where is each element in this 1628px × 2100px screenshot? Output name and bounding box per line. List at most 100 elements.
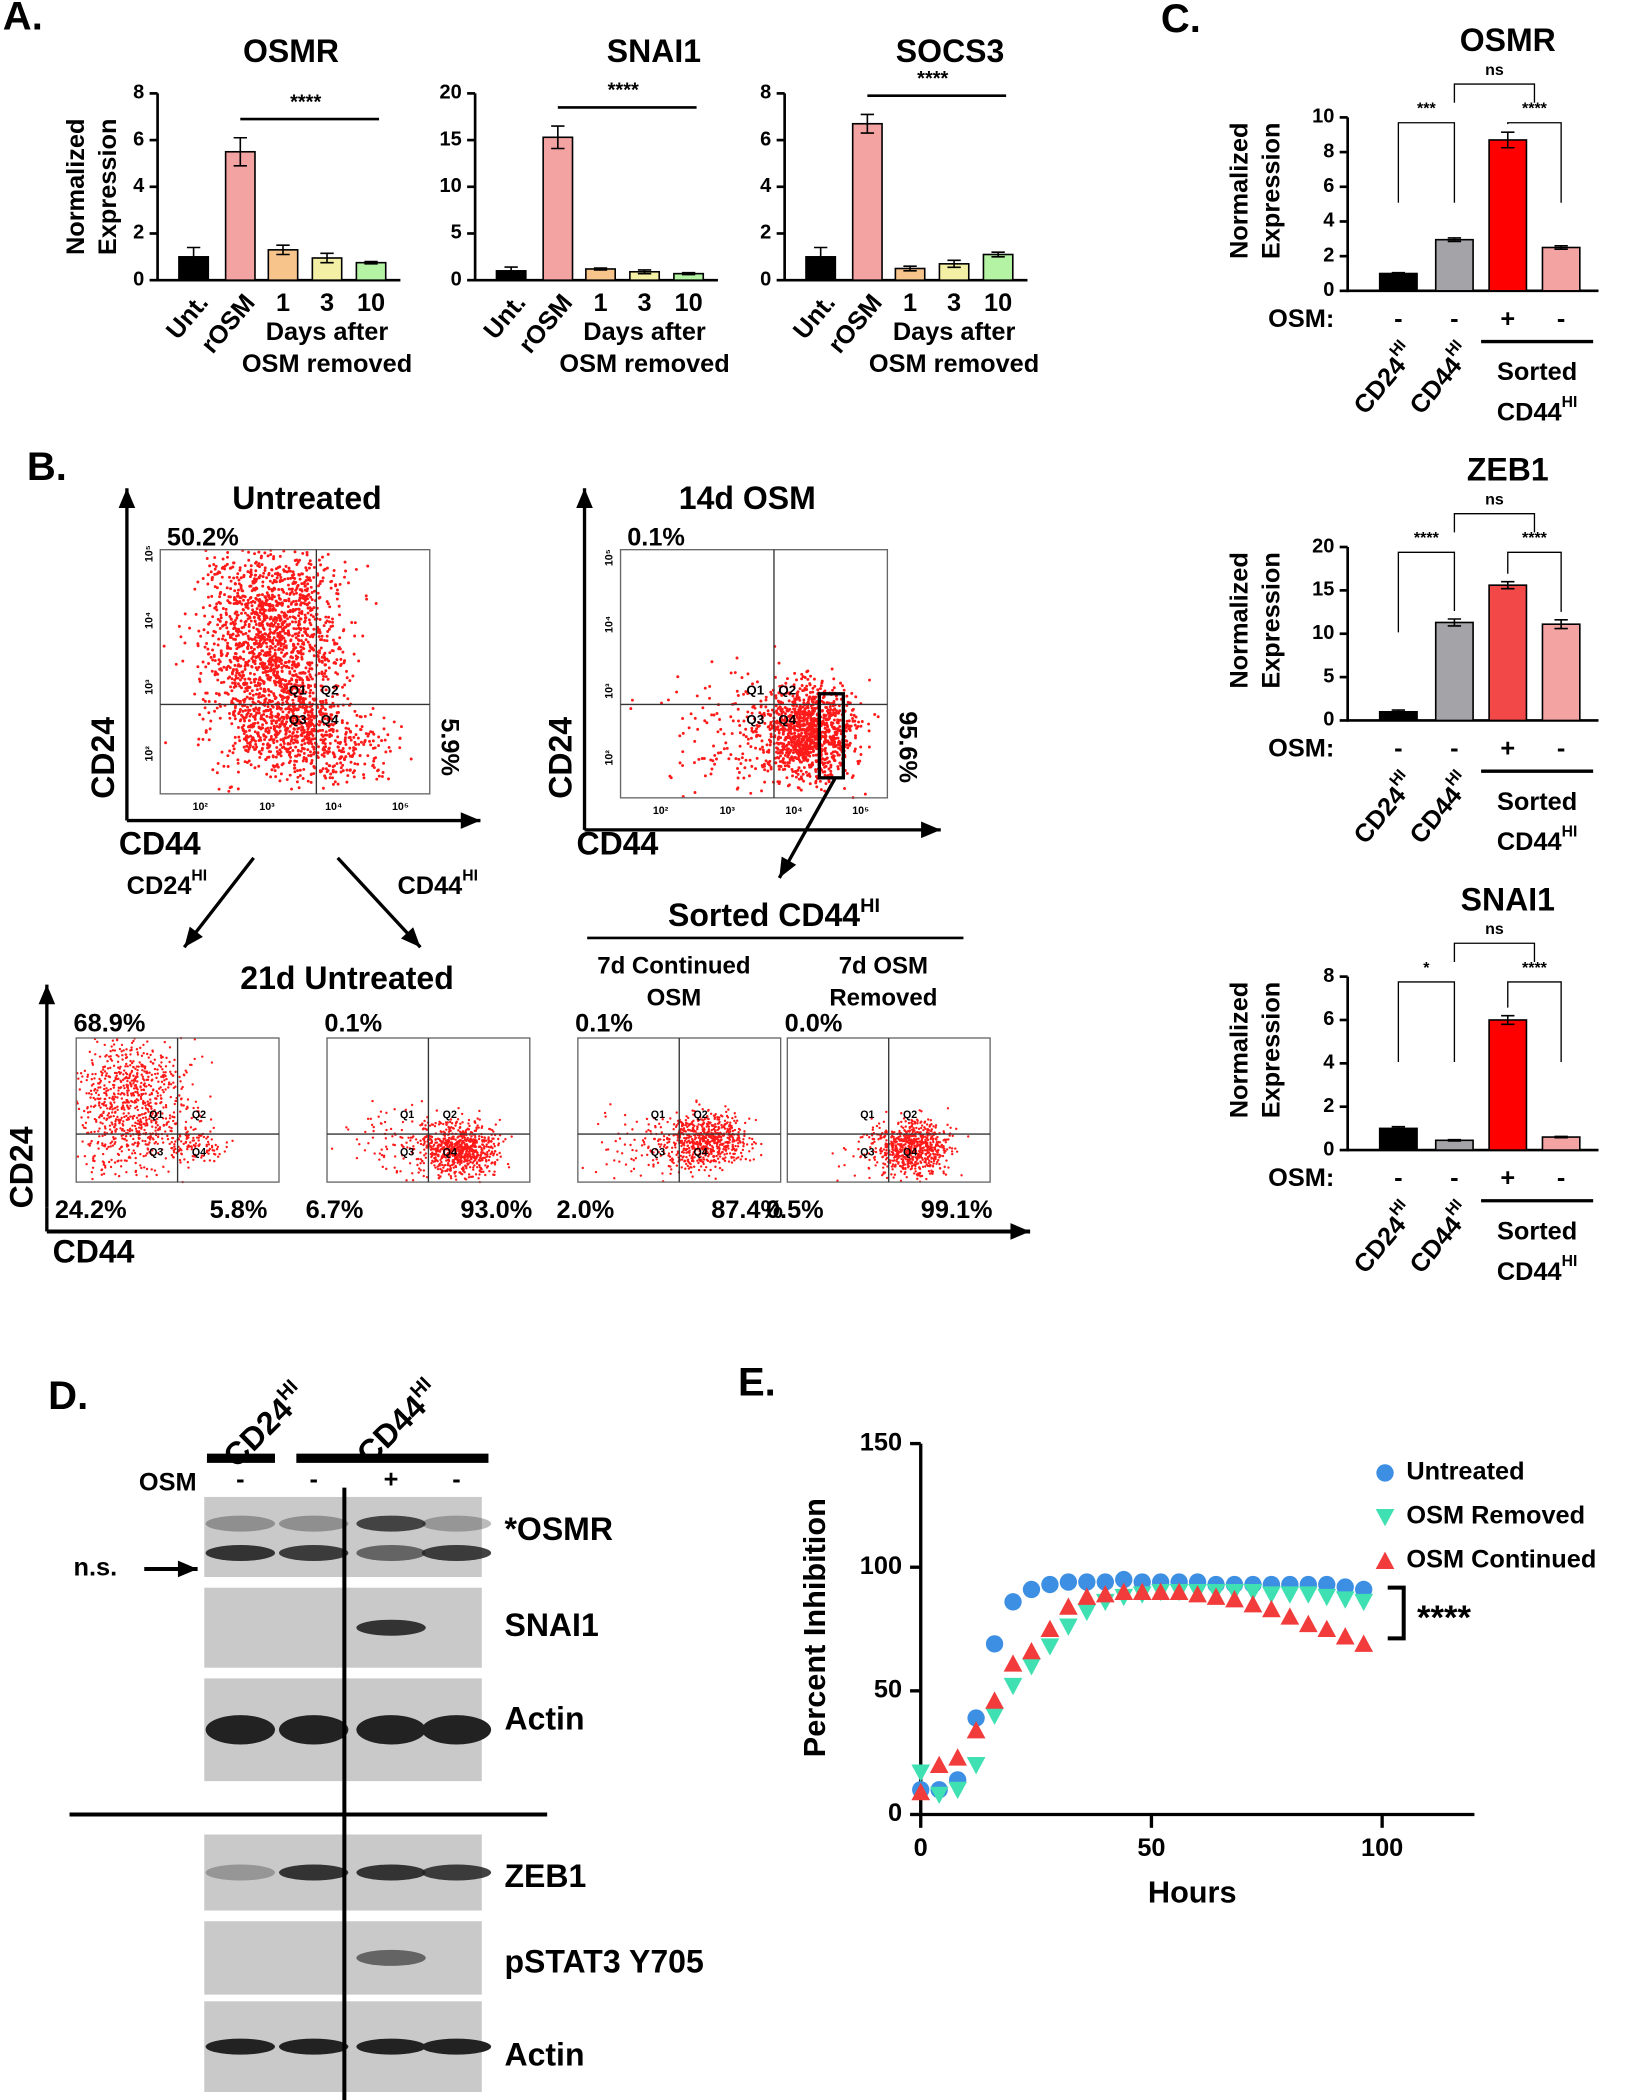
event-dot (253, 612, 257, 616)
event-dot (832, 725, 836, 729)
event-dot (228, 712, 231, 715)
event-dot (348, 746, 352, 750)
event-dot (793, 743, 796, 747)
event-dot (255, 642, 259, 646)
event-dot (735, 689, 739, 693)
event-dot (319, 713, 323, 717)
event-dot (268, 617, 272, 621)
event-dot (336, 735, 340, 739)
event-dot (262, 734, 266, 738)
event-dot (268, 650, 272, 654)
event-dot (371, 764, 375, 768)
event-dot (100, 1168, 104, 1171)
event-dot (309, 609, 312, 612)
event-dot (258, 601, 262, 605)
event-dot (293, 550, 297, 554)
event-dot (768, 743, 772, 747)
event-dot (210, 594, 214, 598)
event-dot (233, 663, 237, 667)
event-dot (134, 1121, 137, 1125)
treatment-sign: - (1557, 734, 1565, 762)
event-dot (178, 1094, 181, 1097)
event-dot (258, 611, 262, 614)
event-dot (737, 757, 741, 761)
event-dot (259, 752, 263, 756)
event-dot (288, 679, 292, 683)
event-dot (289, 602, 293, 606)
event-dot (749, 736, 753, 740)
event-dot (675, 690, 679, 694)
event-dot (133, 1114, 136, 1118)
event-dot (270, 595, 274, 599)
event-dot (101, 1152, 105, 1156)
event-dot (826, 708, 830, 712)
event-dot (823, 749, 827, 753)
event-dot (208, 727, 212, 731)
point (966, 1721, 986, 1739)
event-dot (293, 577, 297, 580)
event-dot (269, 666, 273, 670)
event-dot (170, 1146, 173, 1150)
event-dot (167, 1081, 171, 1084)
point (1225, 1590, 1244, 1608)
event-dot (340, 721, 344, 725)
event-dot (845, 719, 849, 723)
event-dot (320, 634, 324, 638)
event-dot (308, 705, 312, 709)
event-dot (319, 563, 323, 567)
event-dot (294, 646, 298, 650)
event-dot (800, 712, 804, 716)
event-dot (234, 652, 238, 656)
event-dot (271, 604, 275, 608)
y-tick-label: 4 (1323, 1052, 1335, 1074)
event-dot (226, 754, 230, 758)
event-dot (328, 716, 332, 719)
event-dot (305, 553, 309, 557)
event-dot (206, 595, 210, 599)
event-dot (113, 1125, 116, 1129)
event-dot (164, 1117, 168, 1120)
event-dot (323, 717, 327, 721)
event-dot (98, 1055, 102, 1058)
event-dot (270, 663, 274, 667)
event-dot (778, 684, 782, 688)
event-dot (143, 1067, 147, 1070)
event-dot (325, 600, 329, 604)
event-dot (774, 696, 778, 700)
error-bar (1554, 619, 1568, 630)
event-dot (78, 1088, 82, 1091)
event-dot (859, 753, 863, 756)
event-dot (290, 787, 294, 791)
event-dot (288, 615, 292, 619)
y-axis-label: Normalized (1226, 123, 1254, 260)
event-dot (238, 708, 242, 711)
event-dot (229, 587, 233, 591)
event-dot (811, 753, 815, 757)
event-dot (296, 740, 300, 744)
event-dot (279, 754, 283, 758)
event-dot (331, 620, 334, 624)
point (1077, 1587, 1097, 1605)
event-dot (291, 609, 295, 613)
event-dot (194, 612, 198, 616)
event-dot (114, 1173, 117, 1176)
event-dot (114, 1122, 117, 1125)
event-dot (376, 769, 380, 773)
event-dot (794, 747, 798, 751)
event-dot (343, 757, 346, 761)
event-dot (168, 1142, 171, 1146)
event-dot (719, 751, 723, 755)
event-dot (307, 725, 311, 729)
event-dot (322, 624, 326, 628)
legend-label: OSM Continued (1406, 1546, 1596, 1574)
event-dot (138, 1061, 141, 1064)
event-dot (762, 711, 766, 715)
event-dot (117, 1118, 121, 1121)
event-dot (135, 1072, 139, 1076)
event-dot (279, 644, 283, 648)
point (1022, 1580, 1041, 1599)
event-dot (91, 1177, 94, 1181)
event-dot (867, 729, 871, 733)
event-dot (148, 1093, 151, 1097)
event-dot (251, 599, 255, 603)
